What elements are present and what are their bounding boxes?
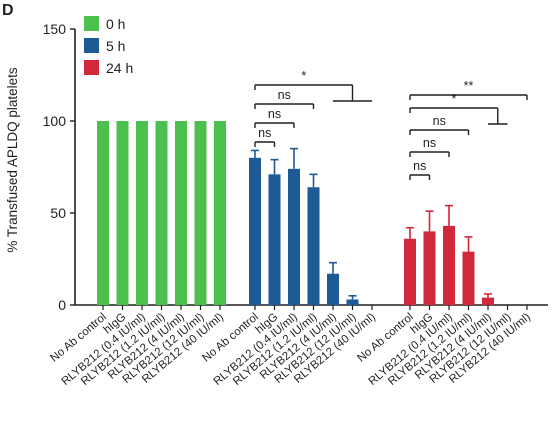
sig-label: ns	[278, 88, 291, 102]
bar	[136, 121, 148, 305]
error-bars	[251, 147, 492, 300]
sig-label: ns	[258, 126, 271, 140]
bar	[249, 157, 261, 305]
bar	[116, 121, 129, 305]
bars	[97, 121, 494, 305]
bar	[404, 238, 416, 305]
bar	[346, 299, 359, 305]
legend-swatch	[84, 38, 99, 53]
bar	[175, 121, 187, 305]
legend-swatch	[84, 60, 99, 75]
y-axis-label: % Transfused APLDQ platelets	[5, 67, 20, 253]
y-tick-label: 50	[50, 205, 66, 221]
bar	[423, 231, 436, 305]
bar	[443, 225, 455, 305]
sig-label: ns	[423, 136, 436, 150]
bar	[288, 168, 300, 305]
panel-letter: D	[2, 2, 14, 19]
bar	[307, 187, 320, 305]
bar	[194, 121, 207, 305]
sig-label: *	[301, 69, 306, 83]
bar	[462, 251, 475, 305]
legend-swatch	[84, 16, 99, 31]
sig-label: ns	[433, 114, 446, 128]
bar	[482, 297, 494, 305]
bar	[268, 174, 281, 305]
bar	[214, 121, 226, 305]
y-tick-label: 150	[43, 21, 67, 37]
sig-label: *	[451, 92, 456, 106]
bar	[97, 121, 109, 305]
bar	[155, 121, 168, 305]
legend-label: 5 h	[106, 38, 125, 54]
bar	[327, 273, 339, 305]
legend-label: 24 h	[106, 60, 133, 76]
sig-label: ns	[268, 107, 281, 121]
legend: 0 h 5 h 24 h	[84, 16, 133, 76]
sig-label: ns	[413, 159, 426, 173]
y-tick-label: 100	[43, 113, 67, 129]
y-tick-label: 0	[58, 297, 66, 313]
sig-label: **	[464, 79, 474, 93]
axes: 0 50 100 150	[43, 21, 548, 313]
legend-label: 0 h	[106, 16, 125, 32]
